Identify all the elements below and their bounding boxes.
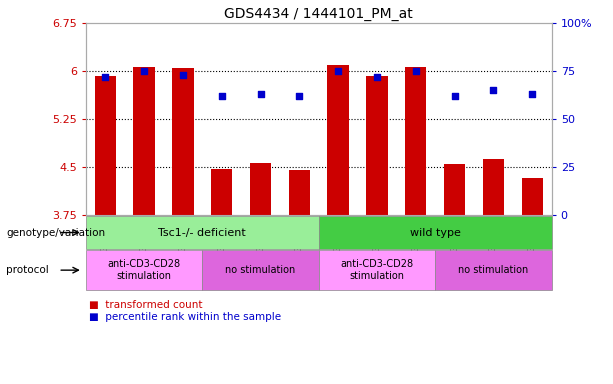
- Text: anti-CD3-CD28
stimulation: anti-CD3-CD28 stimulation: [340, 259, 414, 281]
- Point: [139, 68, 149, 74]
- Point: [450, 93, 460, 99]
- Text: anti-CD3-CD28
stimulation: anti-CD3-CD28 stimulation: [107, 259, 181, 281]
- Point: [178, 72, 188, 78]
- Bar: [483, 159, 504, 215]
- Bar: [134, 66, 154, 215]
- Bar: [211, 169, 232, 215]
- Bar: [522, 178, 543, 215]
- Bar: [327, 65, 349, 215]
- Bar: [367, 76, 387, 215]
- Text: Tsc1-/- deficient: Tsc1-/- deficient: [158, 227, 246, 238]
- Point: [256, 91, 265, 97]
- Point: [101, 74, 110, 80]
- Point: [294, 93, 304, 99]
- Bar: [405, 66, 427, 215]
- Bar: [94, 76, 116, 215]
- Title: GDS4434 / 1444101_PM_at: GDS4434 / 1444101_PM_at: [224, 7, 413, 21]
- Text: genotype/variation: genotype/variation: [6, 227, 105, 238]
- Point: [217, 93, 227, 99]
- Point: [333, 68, 343, 74]
- Bar: [172, 68, 194, 215]
- Point: [411, 68, 421, 74]
- Point: [527, 91, 537, 97]
- Bar: [289, 170, 310, 215]
- Text: protocol: protocol: [6, 265, 49, 275]
- Text: ■  percentile rank within the sample: ■ percentile rank within the sample: [89, 312, 281, 322]
- Text: wild type: wild type: [410, 227, 460, 238]
- Point: [489, 87, 498, 93]
- Bar: [250, 163, 271, 215]
- Text: ■  transformed count: ■ transformed count: [89, 300, 202, 310]
- Bar: [444, 164, 465, 215]
- Text: no stimulation: no stimulation: [226, 265, 295, 275]
- Text: no stimulation: no stimulation: [459, 265, 528, 275]
- Point: [372, 74, 382, 80]
